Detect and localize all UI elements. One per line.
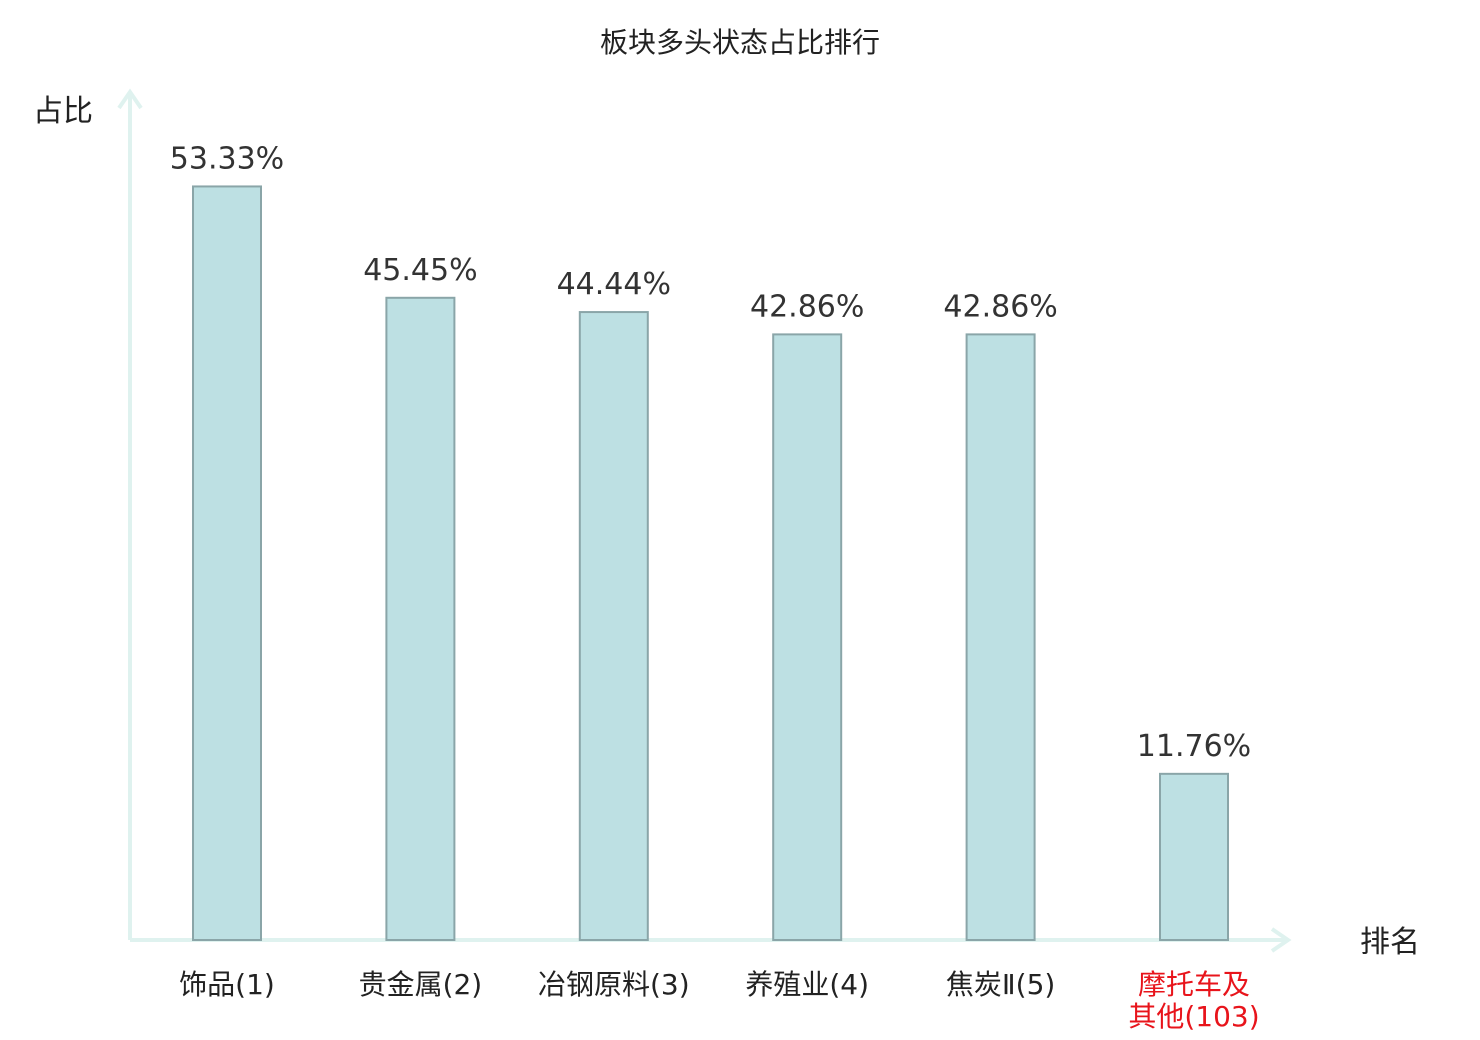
bar (772, 333, 843, 942)
bar (1159, 772, 1229, 941)
bar-value-label: 44.44% (557, 267, 671, 302)
bars (192, 185, 1229, 942)
x-tick-label: 饰品(1) (179, 968, 275, 1001)
x-tick-label: 冶钢原料(3) (538, 968, 690, 1001)
x-tick-label: 贵金属(2) (359, 968, 483, 1001)
bar-value-label: 11.76% (1137, 729, 1251, 764)
x-tick-label: 摩托车及 (1138, 968, 1250, 1001)
chart-title: 板块多头状态占比排行 (600, 26, 880, 59)
y-axis-label: 占比 (33, 94, 93, 129)
x-tick-label: 其他(103) (1128, 1000, 1259, 1033)
value-labels: 53.33% 45.45% 44.44% 42.86% 42.86% 11.76% (170, 141, 1251, 763)
bar-value-label: 42.86% (943, 289, 1057, 324)
x-axis-label: 排名 (1360, 925, 1420, 960)
bar (578, 311, 649, 941)
bar-value-label: 45.45% (363, 253, 477, 288)
bar (192, 185, 262, 942)
bar (385, 296, 456, 941)
x-tick-label: 焦炭Ⅱ(5) (946, 968, 1055, 1001)
x-axis-arrow (1270, 927, 1292, 953)
axes: 占比 排名 (33, 88, 1420, 960)
y-axis-arrow (117, 88, 143, 110)
category-labels: 饰品(1) 贵金属(2) 冶钢原料(3) 养殖业(4) 焦炭Ⅱ(5) 摩托车及其他(103… (179, 968, 1259, 1033)
bar (965, 333, 1036, 942)
x-tick-label: 养殖业(4) (745, 968, 869, 1001)
bar-value-label: 53.33% (170, 141, 284, 176)
bar-value-label: 42.86% (750, 289, 864, 324)
